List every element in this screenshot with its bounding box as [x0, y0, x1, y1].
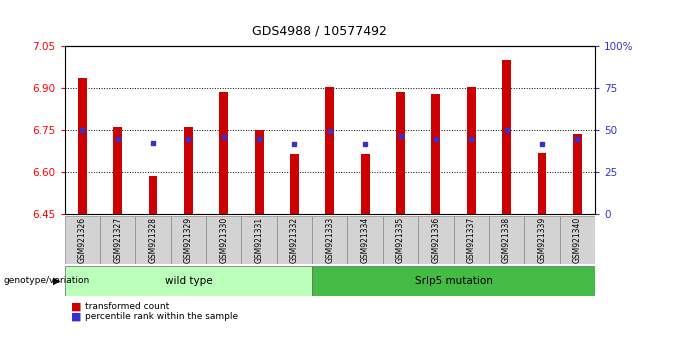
Bar [254, 130, 263, 214]
Text: GSM921333: GSM921333 [325, 217, 335, 263]
Bar [184, 127, 193, 214]
Bar [454, 216, 489, 264]
Bar [312, 216, 347, 264]
Text: Srlp5 mutation: Srlp5 mutation [415, 275, 492, 286]
Bar [290, 154, 299, 214]
Bar [325, 87, 334, 214]
Bar [360, 154, 369, 214]
Text: GSM921338: GSM921338 [502, 217, 511, 263]
Text: wild type: wild type [165, 275, 212, 286]
Text: GSM921329: GSM921329 [184, 217, 193, 263]
Bar [171, 216, 206, 264]
Bar [347, 216, 383, 264]
Text: GSM921326: GSM921326 [78, 217, 87, 263]
Bar [466, 87, 475, 214]
Text: GSM921328: GSM921328 [148, 217, 158, 263]
Text: percentile rank within the sample: percentile rank within the sample [85, 312, 238, 321]
Bar [277, 216, 312, 264]
Bar [489, 216, 524, 264]
Bar [78, 78, 86, 214]
Bar [65, 216, 100, 264]
Bar [396, 92, 405, 214]
Bar [418, 216, 454, 264]
Text: GSM921340: GSM921340 [573, 217, 582, 263]
Bar [573, 134, 581, 214]
Text: GSM921330: GSM921330 [219, 217, 228, 263]
Text: GSM921337: GSM921337 [466, 217, 476, 263]
Text: ■: ■ [71, 301, 82, 311]
Bar [241, 216, 277, 264]
Bar [113, 127, 122, 214]
Text: GSM921336: GSM921336 [431, 217, 441, 263]
Text: ▶: ▶ [53, 275, 61, 286]
Bar [206, 216, 241, 264]
Text: GDS4988 / 10577492: GDS4988 / 10577492 [252, 25, 387, 38]
Bar [383, 216, 418, 264]
Text: GSM921332: GSM921332 [290, 217, 299, 263]
Text: transformed count: transformed count [85, 302, 169, 311]
Bar [148, 176, 157, 214]
Text: genotype/variation: genotype/variation [3, 276, 90, 285]
Text: ■: ■ [71, 312, 82, 322]
Bar [524, 216, 560, 264]
Bar [100, 216, 135, 264]
Text: GSM921334: GSM921334 [360, 217, 370, 263]
Bar [502, 60, 511, 214]
Bar [537, 153, 546, 214]
Bar [135, 216, 171, 264]
Text: GSM921327: GSM921327 [113, 217, 122, 263]
Bar [65, 266, 312, 296]
Text: GSM921331: GSM921331 [254, 217, 264, 263]
Bar [431, 94, 440, 214]
Bar [219, 92, 228, 214]
Text: GSM921335: GSM921335 [396, 217, 405, 263]
Bar [312, 266, 595, 296]
Text: GSM921339: GSM921339 [537, 217, 547, 263]
Bar [560, 216, 595, 264]
